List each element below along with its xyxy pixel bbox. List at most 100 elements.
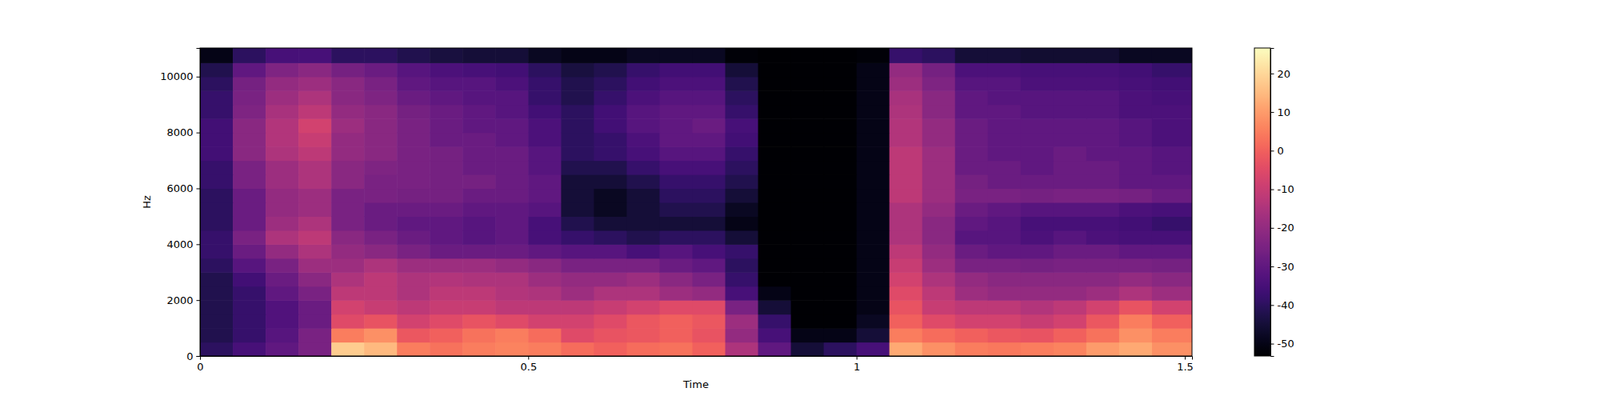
cell <box>265 272 300 287</box>
cell <box>856 202 891 217</box>
cell <box>528 202 562 217</box>
cell <box>824 90 858 105</box>
cell <box>528 216 562 231</box>
cell <box>232 328 267 343</box>
cell <box>495 272 529 287</box>
cell <box>331 160 365 176</box>
cell <box>1020 202 1055 217</box>
cell <box>1119 174 1153 189</box>
cell <box>824 342 858 356</box>
cell <box>659 104 693 120</box>
cell <box>1020 258 1055 273</box>
cell <box>560 342 595 356</box>
tick-mark <box>1270 150 1275 152</box>
cell <box>922 118 956 133</box>
cell <box>528 174 562 189</box>
cell <box>1020 146 1055 161</box>
cell <box>265 90 300 105</box>
cell <box>659 132 693 148</box>
cell <box>396 76 431 92</box>
cell <box>232 174 267 189</box>
cell <box>462 230 496 245</box>
cell <box>1053 174 1088 189</box>
cell <box>1020 342 1055 356</box>
cell <box>528 314 562 329</box>
cell <box>922 286 956 301</box>
cell <box>528 188 562 203</box>
cell <box>758 90 792 105</box>
cell <box>856 314 891 329</box>
cell <box>560 230 595 245</box>
cell <box>331 104 365 120</box>
cell <box>889 244 924 259</box>
cell <box>495 90 529 105</box>
cell <box>1020 76 1055 92</box>
cell <box>988 48 1022 64</box>
cell <box>659 342 693 356</box>
cell <box>396 286 431 301</box>
cell <box>626 62 660 77</box>
cell <box>1152 90 1192 105</box>
cell <box>824 272 858 287</box>
cell <box>791 90 825 105</box>
cell <box>1119 202 1153 217</box>
cell <box>1119 314 1153 329</box>
cell <box>1152 258 1192 273</box>
cell <box>232 132 267 148</box>
cell <box>265 132 300 148</box>
cell <box>200 188 234 203</box>
cell <box>462 328 496 343</box>
cell <box>298 286 332 301</box>
cell <box>922 216 956 231</box>
cell <box>232 76 267 92</box>
cell <box>495 188 529 203</box>
cell <box>1053 230 1088 245</box>
cell <box>1086 328 1120 343</box>
cell <box>429 160 464 176</box>
cell <box>725 342 760 356</box>
cell <box>791 202 825 217</box>
tick-label: 10000 <box>160 70 193 83</box>
cell <box>265 202 300 217</box>
cell <box>955 230 989 245</box>
cell <box>265 146 300 161</box>
tick-mark <box>196 188 201 189</box>
cell <box>824 160 858 176</box>
cell <box>659 230 693 245</box>
cell <box>528 62 562 77</box>
cell <box>988 216 1022 231</box>
cell <box>462 76 496 92</box>
tick-label: 0 <box>196 360 204 373</box>
cell <box>429 216 464 231</box>
cell <box>331 286 365 301</box>
cell <box>626 286 660 301</box>
cell <box>364 62 398 77</box>
cell <box>856 300 891 315</box>
cell <box>1152 230 1192 245</box>
cell <box>593 230 628 245</box>
cell <box>1119 76 1153 92</box>
x-axis: 00.511.5 <box>196 356 1193 373</box>
cell <box>528 244 562 259</box>
cell <box>692 342 726 356</box>
cell <box>824 202 858 217</box>
cell <box>1053 216 1088 231</box>
cell <box>265 216 300 231</box>
cell <box>462 216 496 231</box>
cell <box>200 104 234 120</box>
cell <box>495 104 529 120</box>
cell <box>889 90 924 105</box>
cell <box>200 286 234 301</box>
tick-mark <box>1270 112 1275 113</box>
cell <box>626 314 660 329</box>
cell <box>1020 62 1055 77</box>
cell <box>593 48 628 64</box>
cell <box>364 216 398 231</box>
cell <box>922 62 956 77</box>
cell <box>331 118 365 133</box>
cell <box>364 258 398 273</box>
tick-label: 1.5 <box>1176 360 1194 373</box>
cell <box>955 48 989 64</box>
cell <box>856 286 891 301</box>
cell <box>364 230 398 245</box>
